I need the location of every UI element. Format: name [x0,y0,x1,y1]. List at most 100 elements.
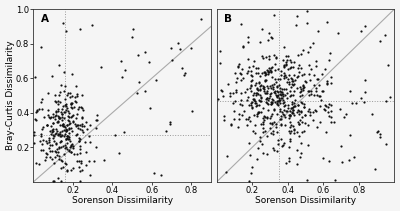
Point [256,40,263,44]
Point [270,87,277,90]
Point [262,91,268,94]
Point [82,140,88,143]
Point [266,55,272,58]
Point [59,119,65,122]
Point [62,110,68,114]
Point [270,107,277,110]
Point [307,114,314,117]
Point [78,128,85,131]
Point [274,102,280,106]
Point [351,155,358,158]
Point [278,70,284,73]
Point [284,55,291,58]
Point [273,80,279,84]
Point [324,81,330,84]
Point [251,92,257,95]
Point [256,98,262,102]
Point [44,123,50,126]
Point [76,105,82,108]
Point [64,107,70,110]
Point [49,143,55,146]
Point [277,117,283,120]
Point [264,89,270,92]
Point [248,165,255,169]
Point [64,147,70,151]
Point [40,138,46,142]
Point [64,134,70,138]
Point [265,108,271,112]
Point [89,23,96,26]
Point [75,140,82,143]
Point [63,129,70,132]
Point [55,176,61,180]
Point [246,141,252,144]
Point [75,127,82,130]
Point [40,148,46,152]
Point [258,96,264,99]
Point [258,123,264,126]
Point [251,59,257,63]
Point [31,131,38,134]
Point [253,103,260,106]
Point [130,27,136,30]
Point [254,86,260,90]
Point [271,120,277,124]
Point [268,122,275,125]
Point [67,103,74,106]
Point [76,139,82,143]
Point [98,66,104,69]
Point [287,114,293,117]
Point [265,69,272,73]
Point [236,71,243,75]
Point [291,104,298,107]
Point [324,20,330,23]
Point [285,106,291,110]
Point [264,116,270,120]
Point [269,101,275,105]
Point [264,85,270,88]
Point [54,129,61,133]
Point [245,115,252,119]
Point [68,72,75,76]
Y-axis label: Bray-Curtis Dissimilarity: Bray-Curtis Dissimilarity [6,41,14,150]
Point [325,105,332,108]
Point [236,117,242,120]
Point [63,102,69,106]
Point [77,179,84,183]
Point [87,140,94,143]
Point [302,114,309,117]
Point [158,173,164,176]
Point [257,88,263,91]
Point [56,64,62,67]
Point [277,92,284,95]
Point [62,103,68,107]
Point [68,115,74,119]
Point [256,94,263,97]
Point [272,100,278,103]
Point [78,117,85,120]
Point [50,121,56,124]
Point [256,88,263,91]
Point [286,117,292,120]
Point [231,110,237,113]
Point [56,146,63,150]
Point [72,117,79,120]
Point [332,179,339,182]
Point [55,134,62,137]
Point [150,171,157,174]
Point [244,87,251,91]
Point [282,54,289,58]
Point [238,22,244,25]
Point [240,44,246,48]
Point [50,127,56,130]
Point [280,143,286,146]
Point [248,83,255,87]
Point [231,117,238,121]
Point [68,150,74,154]
Point [269,65,275,69]
Point [279,111,285,114]
Point [296,64,302,67]
Point [266,70,272,73]
Point [268,100,275,104]
Point [66,136,72,139]
